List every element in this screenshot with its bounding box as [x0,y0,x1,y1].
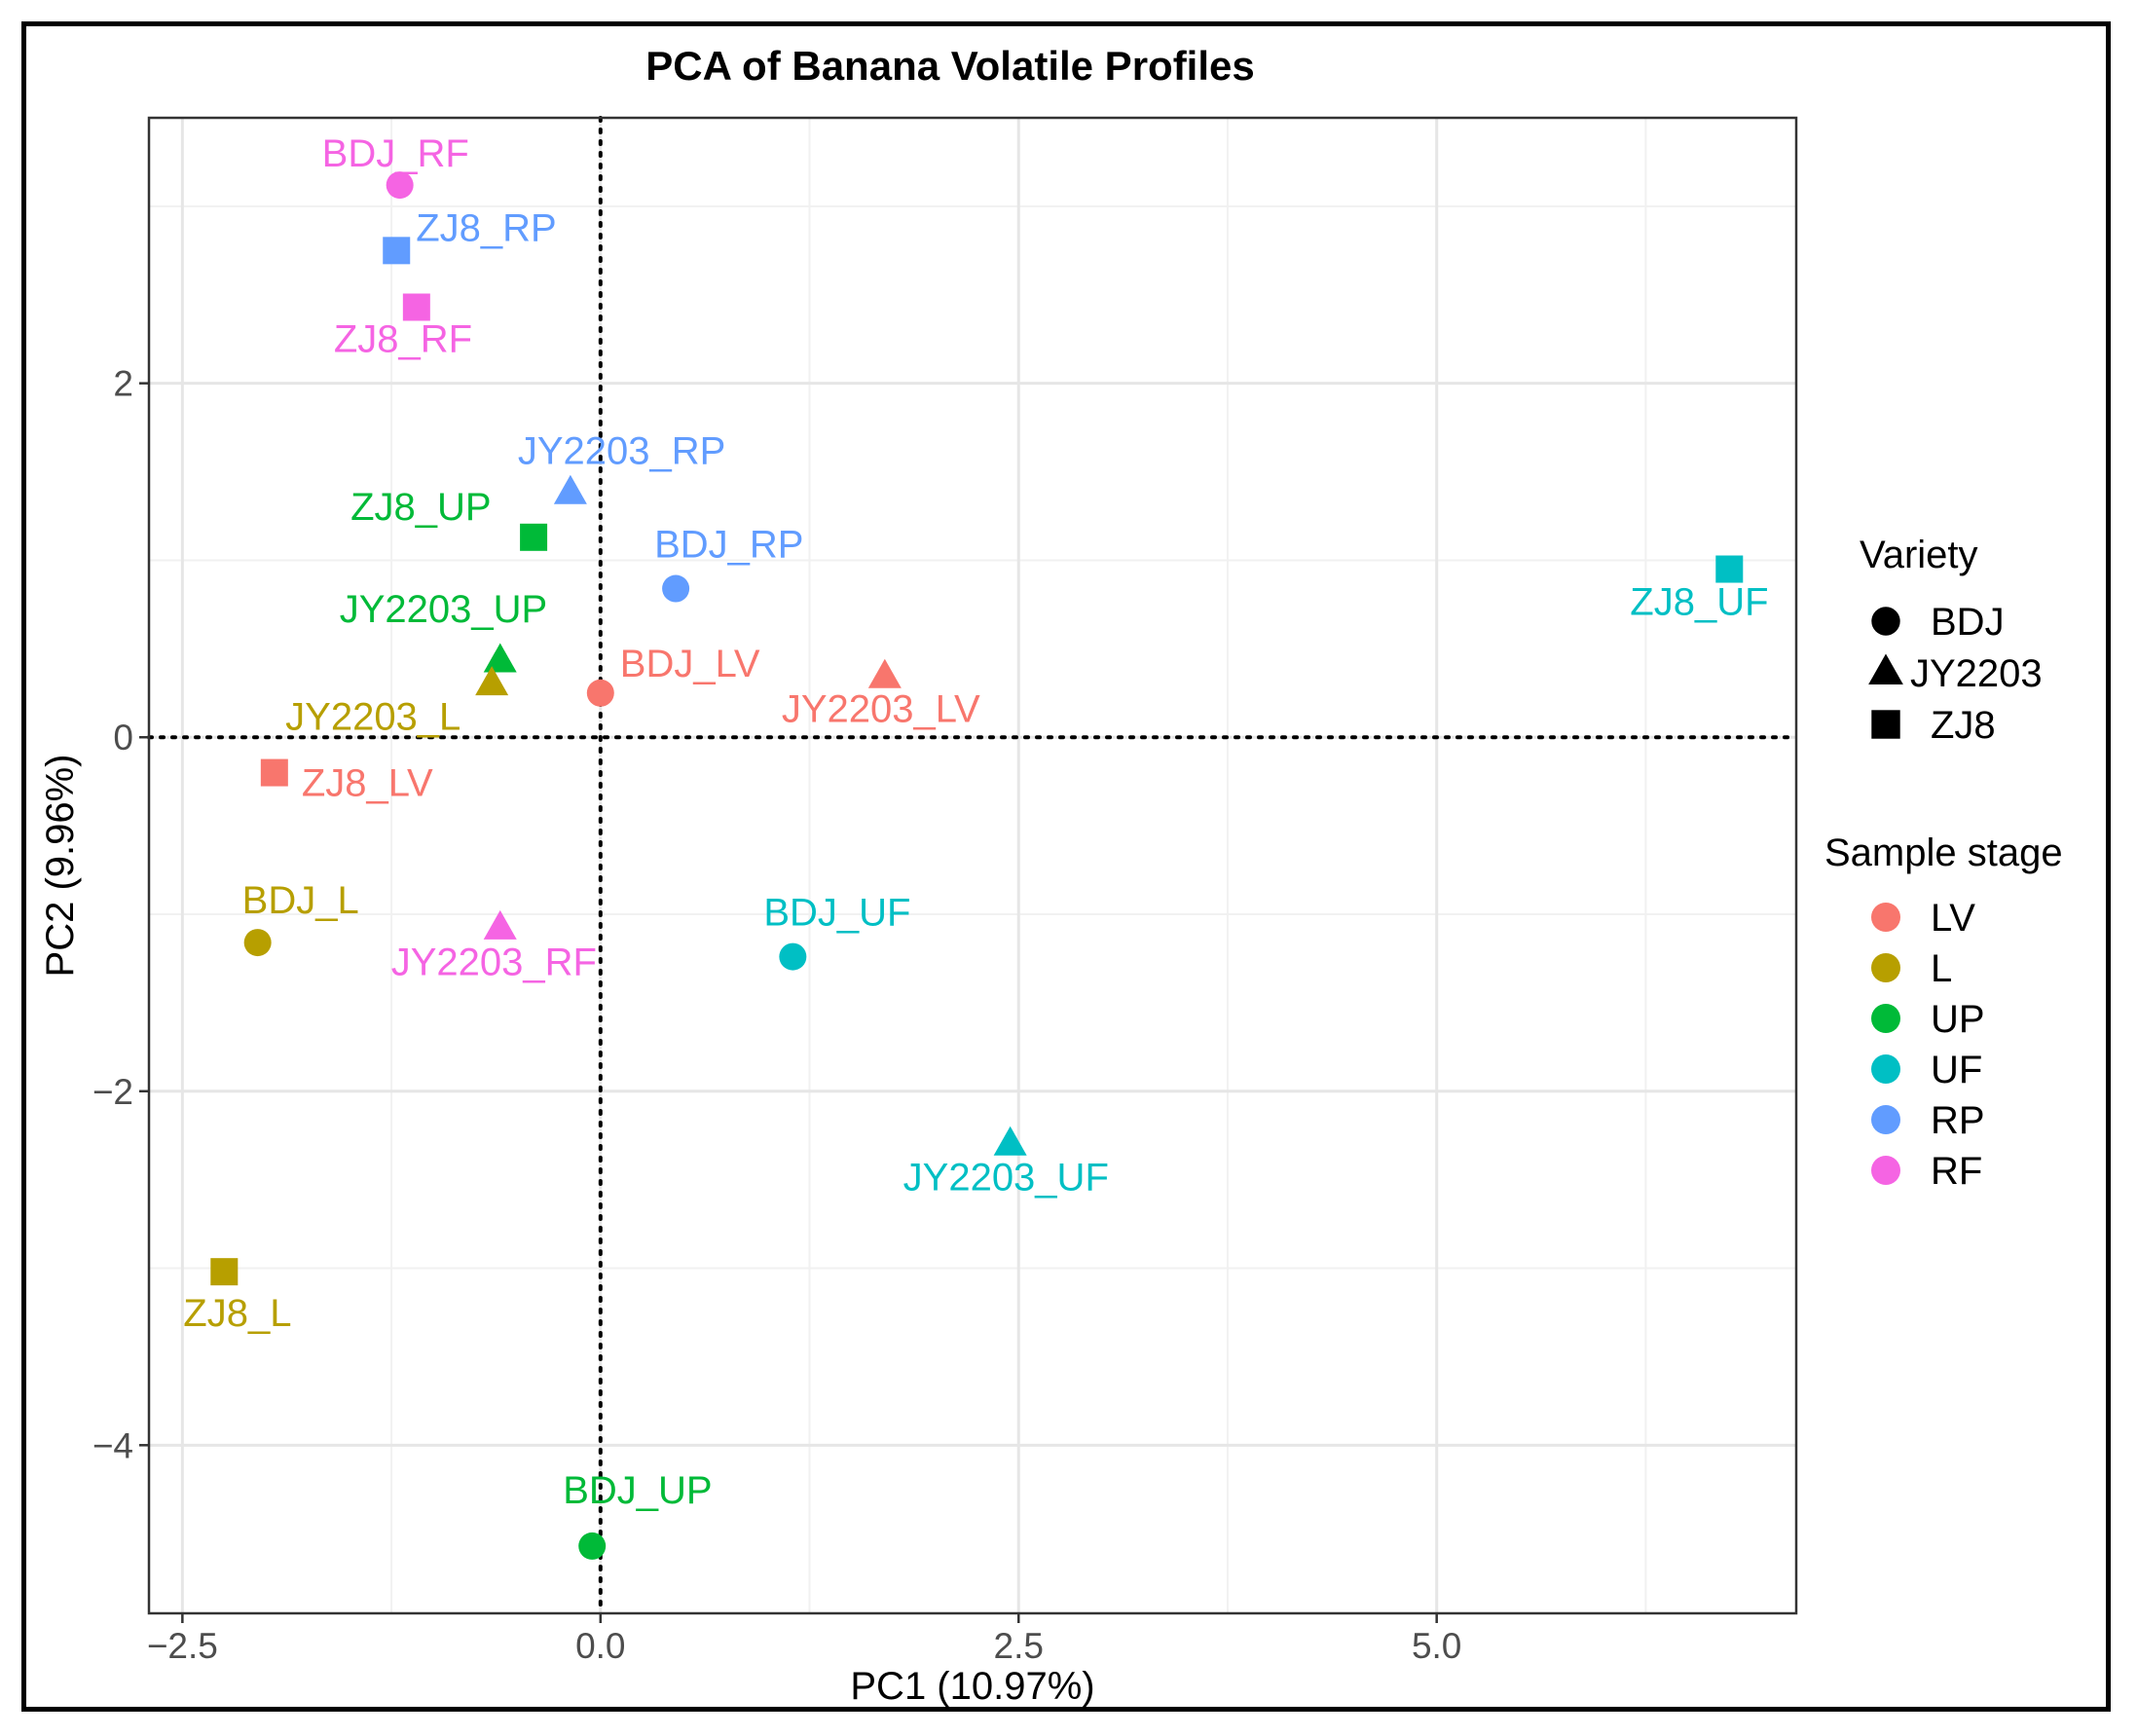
data-point-jy2203-up [483,643,517,673]
data-point-bdj-rp [662,574,690,603]
data-point-jy2203-lv [867,658,902,688]
point-labels: BDJ_RF ZJ8_RP ZJ8_RF JY2203_RP ZJ8_UP BDJ_RP Z… [183,132,1768,1512]
point-label: BDJ_UP [563,1469,712,1512]
point-label: BDJ_LV [620,643,760,685]
y-tick-label: −4 [92,1425,133,1465]
point-label: JY2203_UF [903,1156,1109,1199]
x-axis-ticks: −2.5 0.0 2.5 5.0 [147,1613,1461,1666]
point-label: ZJ8_UF [1630,581,1768,624]
y-axis-label: PC2 (9.96%) [39,755,82,978]
data-point-jy2203-rp [553,474,587,504]
data-point-jy2203-uf [993,1126,1027,1156]
legend-sample-stage: Sample stage LV L UP UF RP RF [1824,831,2063,1193]
legend-variety-key-bdj [1871,607,1900,636]
x-tick-label: 0.0 [575,1626,625,1666]
data-point-bdj-up [578,1532,607,1560]
y-axis-ticks: −4 −2 0 2 [92,364,149,1465]
x-axis-label: PC1 (10.97%) [850,1665,1094,1708]
legend-variety-title: Variety [1860,534,1978,576]
legend-stage-key-rf [1871,1156,1900,1185]
data-point-zj8-lv [260,758,288,787]
legend-stage-key-rp [1871,1105,1900,1134]
legend-variety-key-zj8 [1871,710,1900,739]
data-point-zj8-up [520,523,548,551]
y-tick-label: 0 [113,718,133,757]
legend-stage-key-up [1871,1004,1900,1033]
legend-stage-label: UF [1931,1049,1982,1091]
point-label: JY2203_L [285,696,461,739]
y-tick-label: −2 [92,1072,133,1112]
legend-stage-key-lv [1871,903,1900,932]
point-label: ZJ8_L [183,1292,291,1335]
point-label: BDJ_L [242,879,359,922]
data-point-bdj-l [243,929,272,957]
data-point-bdj-uf [779,942,807,971]
data-point-zj8-rp [383,237,411,265]
point-label: JY2203_LV [782,687,980,730]
legend-sample-stage-title: Sample stage [1824,831,2063,874]
x-tick-label: −2.5 [147,1626,218,1666]
reference-lines [147,116,1798,1615]
data-point-zj8-uf [1715,555,1744,583]
point-label: ZJ8_UP [350,486,492,529]
point-label: BDJ_UF [763,892,910,935]
data-points [210,171,1744,1560]
data-point-jy2203-l [475,666,509,696]
legend-variety-label: ZJ8 [1931,704,1996,747]
data-point-zj8-rf [402,293,430,321]
legend-stage-key-uf [1871,1054,1900,1084]
plot-panel [149,118,1796,1613]
point-label: BDJ_RF [322,132,469,175]
legend-stage-label: LV [1931,897,1975,940]
legend-stage-label: L [1931,947,1952,990]
point-label: JY2203_RF [391,942,597,984]
legend-stage-label: RF [1931,1150,1982,1193]
y-tick-label: 2 [113,364,133,404]
data-point-bdj-rf [386,171,414,200]
point-label: ZJ8_LV [302,762,433,805]
point-label: JY2203_RP [518,429,725,472]
x-tick-label: 2.5 [994,1626,1044,1666]
chart-title: PCA of Banana Volatile Profiles [645,43,1254,89]
legend-variety-label: JY2203 [1910,652,2043,695]
legend-stage-label: RP [1931,1099,1985,1142]
data-point-jy2203-rf [483,909,517,940]
data-point-bdj-lv [586,679,614,707]
point-label: ZJ8_RP [416,206,557,249]
point-label: BDJ_RP [654,524,803,567]
legend-stage-label: UP [1931,998,1985,1041]
legend-variety: Variety BDJ JY2203 ZJ8 [1860,534,2043,747]
legend-stage-key-l [1871,953,1900,982]
plot-panel-border [147,116,1798,1615]
legend-variety-key-jy2203 [1868,653,1903,684]
point-label: ZJ8_RF [334,317,472,360]
point-label: JY2203_UP [340,588,547,631]
x-tick-label: 5.0 [1412,1626,1461,1666]
legend-variety-label: BDJ [1931,601,2005,644]
data-point-zj8-l [210,1258,239,1286]
